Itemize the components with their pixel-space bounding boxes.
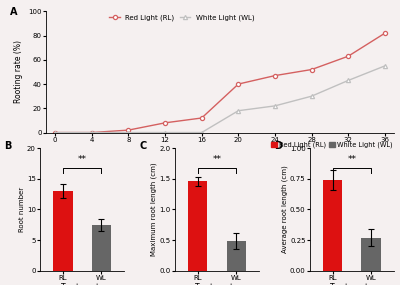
Bar	[92, 225, 111, 271]
Bar	[188, 181, 208, 271]
White Light (WL)	[309, 95, 314, 98]
White Light (WL)	[53, 131, 58, 134]
Y-axis label: Average root length (cm): Average root length (cm)	[281, 166, 288, 253]
X-axis label: Treatments: Treatments	[196, 283, 238, 285]
X-axis label: Induce time (Days): Induce time (Days)	[184, 148, 256, 157]
Bar	[323, 180, 342, 271]
X-axis label: Treatments: Treatments	[60, 283, 104, 285]
Red Light (RL)	[53, 131, 58, 134]
White Light (WL)	[346, 79, 351, 82]
White Light (WL)	[272, 104, 277, 107]
Red Light (RL)	[163, 121, 168, 125]
White Light (WL)	[382, 64, 387, 68]
Red Light (RL)	[89, 131, 94, 134]
Text: **: **	[212, 155, 222, 164]
Y-axis label: Maximum root length (cm): Maximum root length (cm)	[151, 163, 157, 256]
Line: White Light (WL): White Light (WL)	[53, 64, 387, 135]
White Light (WL)	[163, 131, 168, 134]
Text: **: **	[78, 155, 87, 164]
Red Light (RL)	[199, 116, 204, 120]
White Light (WL)	[126, 131, 131, 134]
Text: B: B	[5, 141, 12, 151]
Y-axis label: Root number: Root number	[19, 187, 25, 232]
Bar	[54, 191, 72, 271]
Red Light (RL)	[309, 68, 314, 71]
Text: **: **	[347, 155, 356, 164]
Text: C: C	[140, 141, 147, 151]
Text: A: A	[10, 7, 17, 17]
White Light (WL)	[89, 131, 94, 134]
Red Light (RL)	[346, 54, 351, 58]
Legend: Red Light (RL), White Light (WL): Red Light (RL), White Light (WL)	[109, 14, 255, 22]
Red Light (RL)	[272, 74, 277, 77]
X-axis label: Treatments: Treatments	[330, 283, 374, 285]
Red Light (RL)	[382, 32, 387, 35]
Bar	[362, 238, 380, 271]
Red Light (RL)	[236, 82, 241, 86]
Y-axis label: Rooting rate (%): Rooting rate (%)	[14, 40, 23, 103]
White Light (WL)	[236, 109, 241, 112]
Red Light (RL)	[126, 128, 131, 132]
Line: Red Light (RL): Red Light (RL)	[53, 31, 387, 135]
Legend: Red Light (RL), White Light (WL): Red Light (RL), White Light (WL)	[270, 142, 393, 148]
White Light (WL)	[199, 131, 204, 134]
Text: D: D	[274, 141, 282, 151]
Bar	[226, 241, 246, 271]
